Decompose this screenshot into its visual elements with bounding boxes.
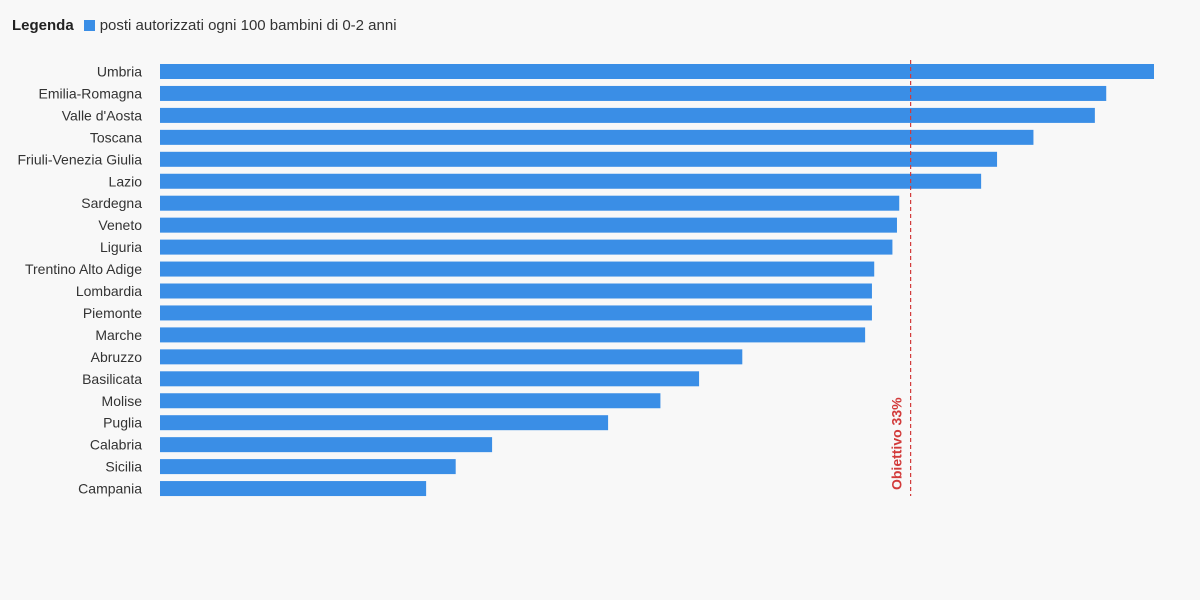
bar	[160, 173, 982, 189]
legend-series-label: posti autorizzati ogni 100 bambini di 0-…	[99, 16, 397, 34]
bar	[160, 327, 866, 343]
bar	[160, 64, 1154, 79]
category-label: Valle d'Aosta	[62, 107, 142, 123]
target-annotation: Obiettivo 33%	[889, 60, 912, 496]
category-label: Piemonte	[83, 305, 142, 321]
bar	[160, 481, 427, 497]
bar	[160, 415, 609, 431]
category-label: Umbria	[97, 64, 142, 80]
category-label: Emilia-Romagna	[39, 85, 143, 101]
bar	[160, 349, 743, 365]
category-label: Puglia	[103, 415, 142, 431]
category-label: Molise	[102, 393, 143, 409]
bar	[160, 305, 872, 321]
bar	[160, 371, 700, 387]
category-label: Lombardia	[76, 283, 142, 299]
bar	[160, 283, 872, 299]
category-label: Calabria	[90, 437, 142, 453]
category-label: Sardegna	[81, 195, 142, 211]
category-label: Sicilia	[105, 459, 142, 475]
bar	[160, 239, 893, 255]
category-label: Veneto	[98, 217, 142, 233]
bar	[160, 195, 900, 211]
category-label: Trentino Alto Adige	[25, 261, 142, 277]
category-label: Campania	[78, 481, 142, 497]
category-labels: Umbria Emilia-Romagna Valle d'Aosta Toscana…	[18, 64, 143, 497]
bar	[160, 459, 456, 475]
legend-title: Legenda	[12, 16, 74, 34]
bar	[160, 217, 897, 233]
bars	[160, 64, 1154, 497]
category-label: Friuli-Venezia Giulia	[18, 151, 143, 167]
category-label: Marche	[95, 327, 142, 343]
bar	[160, 107, 1095, 123]
category-label: Basilicata	[82, 371, 142, 387]
bar	[160, 151, 998, 167]
legend: Legenda posti autorizzati ogni 100 bambi…	[12, 14, 397, 36]
target-label: Obiettivo 33%	[889, 397, 905, 490]
bar	[160, 437, 493, 453]
legend-swatch	[83, 19, 95, 31]
bar	[160, 129, 1034, 145]
category-label: Lazio	[109, 173, 143, 189]
bar	[160, 261, 875, 277]
category-label: Liguria	[100, 239, 142, 255]
category-label: Abruzzo	[91, 349, 143, 365]
bar	[160, 393, 661, 409]
bar	[160, 85, 1107, 101]
category-label: Toscana	[90, 129, 142, 145]
